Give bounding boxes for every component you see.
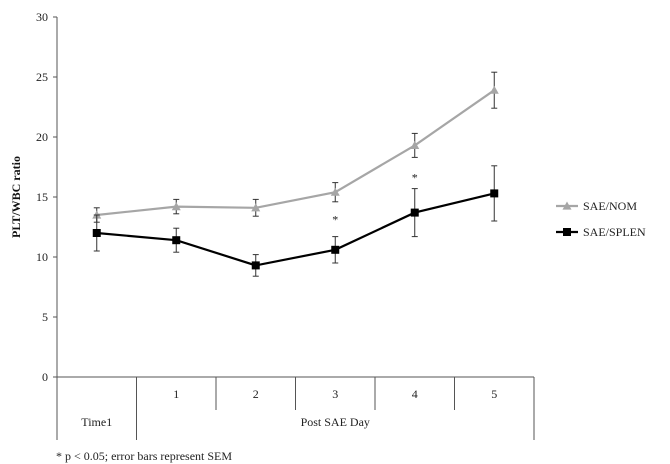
y-axis: 0 5 10 15 20 25 30 xyxy=(36,10,58,384)
y-tick-label: 30 xyxy=(36,10,48,24)
y-tick-label: 0 xyxy=(42,370,48,384)
y-tick-label: 20 xyxy=(36,130,48,144)
x-tick-label: 1 xyxy=(173,387,179,401)
series-line xyxy=(96,89,495,217)
x-tick-label: 3 xyxy=(332,387,338,401)
significance-marker: * xyxy=(332,212,338,226)
x-group-label: Time1 xyxy=(81,415,112,429)
legend-item: SAE/NOM xyxy=(556,199,637,213)
legend: SAE/NOM SAE/SPLEN xyxy=(556,199,646,239)
legend-marker xyxy=(562,201,572,210)
data-point xyxy=(330,187,340,196)
x-tick-label: 2 xyxy=(253,387,259,401)
y-axis-label: PLT/WBC ratio xyxy=(9,156,23,238)
y-tick-label: 15 xyxy=(36,190,48,204)
data-point xyxy=(251,261,260,270)
x-tick-label: 4 xyxy=(412,387,418,401)
data-point xyxy=(92,229,101,237)
y-tick-label: 5 xyxy=(42,310,48,324)
x-group-label: Post SAE Day xyxy=(301,415,370,429)
x-axis: 1 2 3 4 5 Time1 Post SAE Day xyxy=(56,376,535,440)
legend-item: SAE/SPLEN xyxy=(556,225,646,239)
data-point xyxy=(331,245,340,254)
legend-marker xyxy=(563,228,571,236)
y-tick-label: 25 xyxy=(36,70,48,84)
y-tick-label: 10 xyxy=(36,250,48,264)
series-sae-splen xyxy=(92,165,499,277)
series-layer xyxy=(92,71,499,277)
data-point xyxy=(489,85,499,94)
data-point xyxy=(410,140,420,149)
data-point xyxy=(172,236,181,245)
significance-marker: * xyxy=(412,170,418,184)
data-point xyxy=(251,203,261,212)
data-point xyxy=(171,202,181,211)
series-line xyxy=(96,192,495,267)
legend-label: SAE/SPLEN xyxy=(583,225,646,239)
data-point xyxy=(490,189,499,198)
legend-label: SAE/NOM xyxy=(583,199,637,213)
x-tick-label: 5 xyxy=(491,387,497,401)
footnote: * p < 0.05; error bars represent SEM xyxy=(56,449,233,463)
annotation-layer: ** xyxy=(332,170,418,226)
data-point xyxy=(410,208,419,217)
series-sae-nom xyxy=(92,71,499,223)
